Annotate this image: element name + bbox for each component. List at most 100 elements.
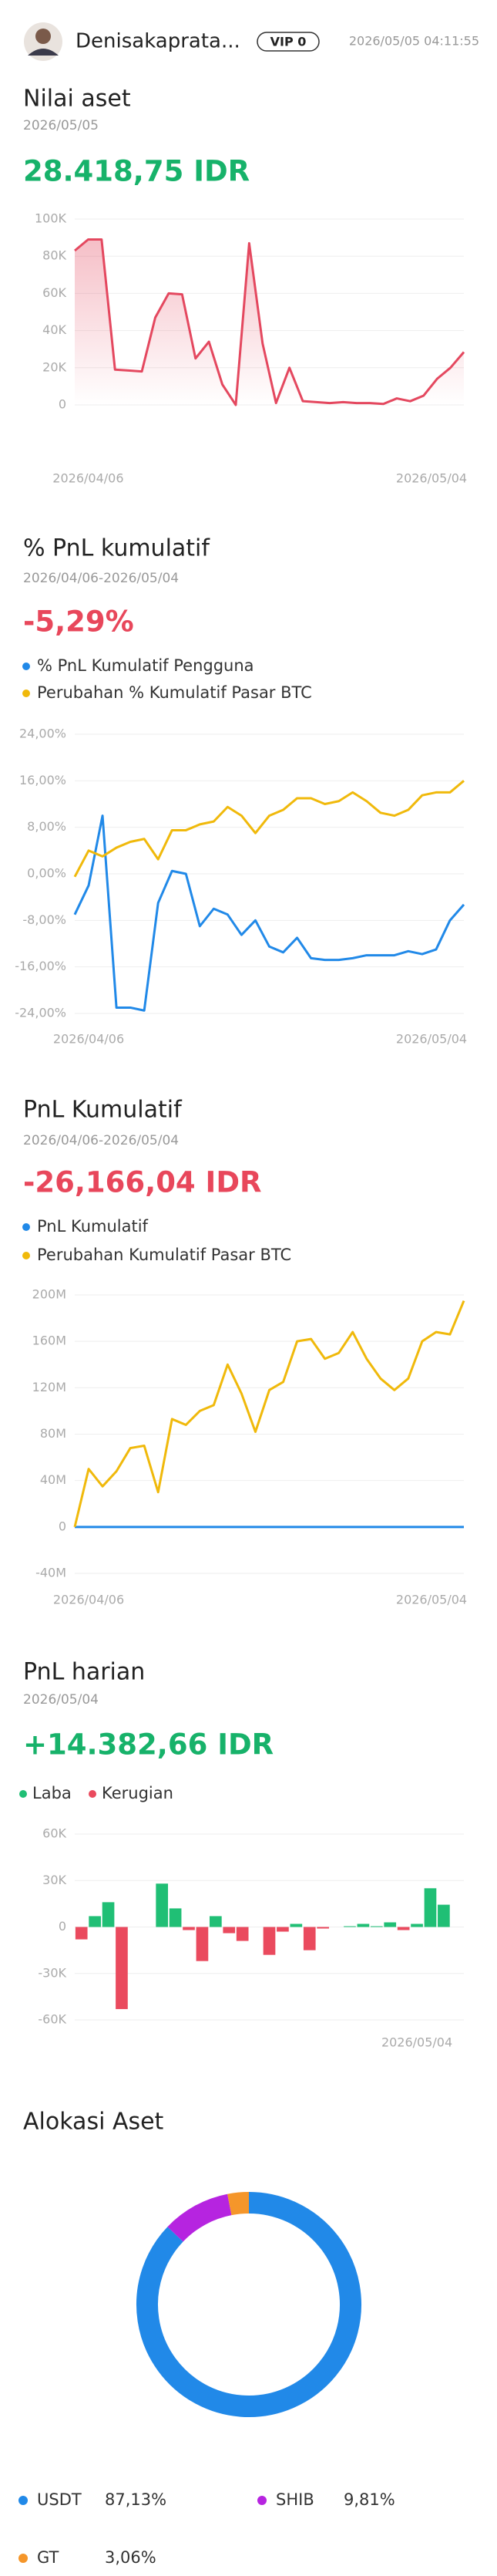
- headline-value: +14.382,66 IDR: [23, 1728, 274, 1762]
- y-tick-label: 0: [59, 1519, 66, 1533]
- bar: [303, 1927, 316, 1951]
- y-tick-label: 100K: [35, 211, 67, 226]
- user-name: Denisakaprata...: [76, 30, 240, 53]
- legend-label: SHIB: [276, 2490, 314, 2509]
- headline-value: 28.418,75 IDR: [23, 155, 250, 188]
- section-title: PnL harian: [23, 1659, 145, 1686]
- headline-value: -26,166,04 IDR: [23, 1166, 262, 1199]
- y-tick-label: 16,00%: [19, 773, 66, 787]
- y-tick-label: -8,00%: [22, 912, 66, 927]
- bar: [317, 1927, 329, 1929]
- bar: [397, 1927, 410, 1930]
- legend-label: USDT: [37, 2490, 82, 2509]
- bar: [384, 1922, 397, 1927]
- y-tick-label: 0,00%: [27, 866, 66, 881]
- line: [73, 780, 465, 878]
- legend-value: 3,06%: [105, 2548, 156, 2567]
- legend-dot: [89, 1790, 96, 1798]
- bar: [277, 1927, 289, 1932]
- legend-dot: [257, 2496, 267, 2505]
- bar: [223, 1927, 236, 1934]
- legend-label: Perubahan Kumulatif Pasar BTC: [37, 1246, 291, 1264]
- legend-label: Perubahan % Kumulatif Pasar BTC: [37, 683, 312, 702]
- bar: [370, 1926, 383, 1927]
- x-tick-label: 2026/04/06: [52, 471, 123, 486]
- x-tick-label: 2026/05/04: [396, 1593, 467, 1607]
- y-tick-label: 120M: [32, 1380, 66, 1394]
- line: [74, 238, 465, 406]
- vip-label: VIP 0: [270, 35, 307, 49]
- bar: [357, 1924, 370, 1927]
- y-tick-label: -30K: [38, 1965, 66, 1980]
- bar: [196, 1927, 209, 1961]
- y-tick-label: -24,00%: [15, 1006, 66, 1020]
- legend-dot: [22, 690, 30, 697]
- legend-value: 9,81%: [344, 2490, 395, 2509]
- bar: [236, 1927, 249, 1941]
- section-date: 2026/05/05: [23, 118, 99, 133]
- section-title: Nilai aset: [23, 86, 131, 113]
- section-date: 2026/04/06-2026/05/04: [23, 1133, 179, 1148]
- section-title: % PnL kumulatif: [23, 535, 210, 562]
- avatar-body: [28, 49, 59, 56]
- y-tick-label: 60K: [42, 1826, 66, 1841]
- x-tick-label: 2026/05/04: [381, 2035, 452, 2050]
- x-tick-label: 2026/05/04: [396, 471, 467, 486]
- y-tick-label: 80K: [42, 248, 66, 263]
- bar: [75, 1927, 88, 1940]
- x-tick-label: 2026/05/04: [396, 1032, 467, 1047]
- legend-label: Laba: [32, 1784, 72, 1802]
- y-tick-label: 60K: [42, 285, 66, 300]
- y-tick-label: 200M: [32, 1287, 66, 1302]
- donut-segment: [167, 2193, 232, 2242]
- section-title: Alokasi Aset: [23, 2109, 164, 2136]
- y-tick-label: -60K: [38, 2012, 66, 2027]
- headline-value: -5,29%: [23, 605, 134, 639]
- legend-label: Kerugian: [102, 1784, 173, 1802]
- donut-segment: [227, 2192, 250, 2216]
- bar: [102, 1902, 115, 1927]
- legend-dot: [19, 1790, 27, 1798]
- section-date: 2026/05/04: [23, 1692, 99, 1708]
- y-tick-label: 8,00%: [27, 819, 66, 834]
- bar: [89, 1916, 101, 1927]
- vip-badge: [257, 32, 320, 52]
- legend-dot: [22, 663, 30, 670]
- y-tick-label: 80M: [40, 1426, 66, 1441]
- legend-dot: [18, 2496, 28, 2505]
- timestamp: 2026/05/05 04:11:55: [349, 34, 479, 49]
- avatar-head: [35, 29, 51, 44]
- bar: [263, 1927, 276, 1955]
- legend-label: GT: [37, 2548, 59, 2567]
- y-tick-label: 30K: [42, 1873, 66, 1887]
- legend-dot: [18, 2554, 28, 2563]
- bar: [169, 1908, 182, 1927]
- y-tick-label: 20K: [42, 359, 66, 374]
- legend-label: PnL Kumulatif: [37, 1217, 149, 1236]
- y-tick-label: 0: [59, 1919, 66, 1934]
- y-tick-label: -16,00%: [15, 959, 66, 973]
- bar: [156, 1883, 169, 1927]
- legend-dot: [22, 1223, 30, 1231]
- bar: [344, 1926, 356, 1927]
- donut-segment: [136, 2192, 361, 2417]
- y-tick-label: 24,00%: [19, 727, 66, 741]
- legend-dot: [22, 1252, 30, 1259]
- bar: [116, 1927, 128, 2009]
- bar: [424, 1888, 437, 1927]
- y-tick-label: -40M: [35, 1566, 66, 1580]
- bar: [290, 1924, 303, 1927]
- legend-value: 87,13%: [105, 2490, 166, 2509]
- y-tick-label: 40M: [40, 1472, 66, 1487]
- bar: [438, 1904, 450, 1927]
- y-tick-label: 160M: [32, 1334, 66, 1348]
- y-tick-label: 0: [59, 397, 66, 412]
- bar: [411, 1924, 423, 1927]
- header: Denisakaprata... VIP 0 2026/05/05 04:11:…: [24, 22, 479, 61]
- x-tick-label: 2026/04/06: [53, 1593, 124, 1607]
- area-fill: [75, 239, 464, 405]
- x-tick-label: 2026/04/06: [53, 1032, 124, 1047]
- section-title: PnL Kumulatif: [23, 1097, 183, 1124]
- line: [73, 1300, 465, 1528]
